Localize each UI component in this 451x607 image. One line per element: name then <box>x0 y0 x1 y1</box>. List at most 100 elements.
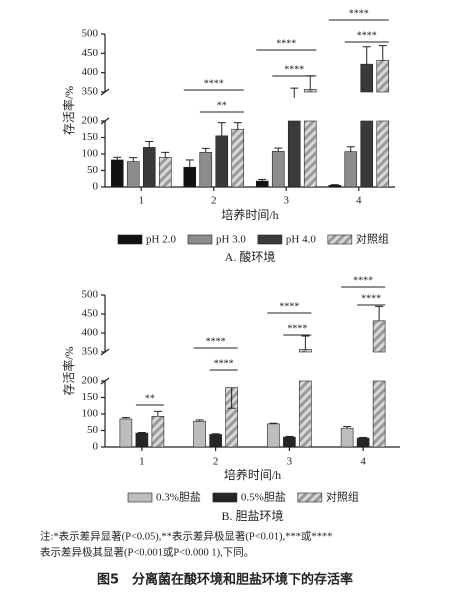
y-tick-label: 50 <box>87 164 99 176</box>
error-bar <box>359 436 368 439</box>
error-bar <box>346 146 355 152</box>
error-bar <box>145 140 154 148</box>
bar <box>209 434 222 448</box>
bar <box>193 420 206 448</box>
y-tick-label: 100 <box>82 408 99 420</box>
bar-part <box>255 180 269 188</box>
error-bar <box>227 387 236 409</box>
bar <box>271 151 285 188</box>
bar-part <box>340 427 354 448</box>
y-tick-label: 200 <box>82 375 99 387</box>
bar-part <box>303 88 317 93</box>
significance-label: **** <box>357 30 377 41</box>
significance-label: **** <box>206 336 226 347</box>
bar-part <box>209 434 222 448</box>
significance-label: **** <box>214 358 234 369</box>
legend-swatch <box>257 234 283 245</box>
bar <box>142 147 156 188</box>
bar <box>299 349 312 448</box>
bar-part <box>151 416 165 448</box>
legend-label: pH 2.0 <box>146 234 176 246</box>
error-bar <box>343 426 352 429</box>
legend-label: pH 3.0 <box>216 234 246 246</box>
bar-part <box>372 380 386 448</box>
error-bar <box>274 147 283 152</box>
legend-label: 对照组 <box>326 490 359 504</box>
significance-label: **** <box>361 293 381 304</box>
significance-label: **** <box>276 38 296 49</box>
legend-label: 对照组 <box>356 232 389 246</box>
bar-part <box>299 349 312 353</box>
error-bar <box>375 305 384 321</box>
bar <box>376 59 390 188</box>
bar <box>158 157 172 188</box>
bar-part <box>376 120 390 188</box>
y-axis-title: 存活率/% <box>61 346 76 395</box>
x-tick-label: 2 <box>211 195 217 207</box>
bar <box>344 151 358 188</box>
bar <box>360 63 374 188</box>
y-tick-label: 50 <box>87 424 99 436</box>
y-tick-label: 200 <box>82 115 99 127</box>
legend-swatch <box>327 234 353 245</box>
bar-part <box>135 432 149 448</box>
bar <box>110 159 124 188</box>
error-bar <box>161 151 170 158</box>
x-tick-label: 1 <box>139 195 145 207</box>
legend-swatch <box>187 234 213 245</box>
bar-part <box>119 418 133 448</box>
bar <box>126 161 140 188</box>
bar-part <box>372 320 386 353</box>
bar <box>183 166 197 188</box>
legend-swatch <box>297 492 323 503</box>
x-tick-label: 2 <box>213 456 219 468</box>
error-bar <box>258 178 267 182</box>
bar-part <box>287 120 301 188</box>
error-bar <box>129 157 138 162</box>
y-tick-label: 450 <box>82 47 99 59</box>
note: 注:*表示差异显著(P<0.05),**表示差异极显著(P<0.01),***或… <box>40 529 332 542</box>
significance-label: **** <box>287 323 307 334</box>
bar-part <box>199 152 213 188</box>
significance-label: ** <box>217 100 227 111</box>
error-bar <box>211 433 220 435</box>
significance-label: **** <box>279 301 299 312</box>
y-tick-label: 0 <box>93 181 99 193</box>
bar-part <box>110 159 124 188</box>
bar-part <box>344 151 358 188</box>
bar-part <box>142 147 156 188</box>
bar-part <box>158 157 172 188</box>
legend-swatch <box>117 234 143 245</box>
note: 表示差异极其显著(P<0.001或P<0.000 1),下同。 <box>40 545 254 558</box>
error-bar <box>378 45 387 61</box>
error-bar <box>113 156 122 160</box>
bar-part <box>271 151 285 188</box>
bar <box>328 185 342 188</box>
error-bar <box>362 46 371 65</box>
x-tick-label: 4 <box>356 195 362 207</box>
error-bar <box>330 184 339 186</box>
bar <box>340 427 354 448</box>
bar <box>119 418 133 448</box>
legend-label: 0.3%胆盐 <box>156 491 201 504</box>
bar-part <box>376 59 390 93</box>
bar-part <box>231 128 245 188</box>
bar <box>215 135 229 188</box>
error-bar <box>285 435 294 438</box>
y-tick-label: 450 <box>82 308 99 320</box>
subtitle: A. 酸环境 <box>225 249 276 264</box>
error-bar <box>195 419 204 422</box>
bar-part <box>267 423 280 448</box>
x-tick-label: 3 <box>284 195 290 207</box>
error-bar <box>233 122 242 130</box>
bar <box>135 432 149 448</box>
error-bar <box>153 410 162 417</box>
y-tick-label: 500 <box>82 28 99 40</box>
bar-part <box>360 120 374 188</box>
error-bar <box>137 431 146 434</box>
x-tick-label: 3 <box>287 456 293 468</box>
bar-part <box>183 166 197 188</box>
significance-label: **** <box>204 78 224 89</box>
error-bar <box>306 75 315 90</box>
bar <box>255 180 269 188</box>
